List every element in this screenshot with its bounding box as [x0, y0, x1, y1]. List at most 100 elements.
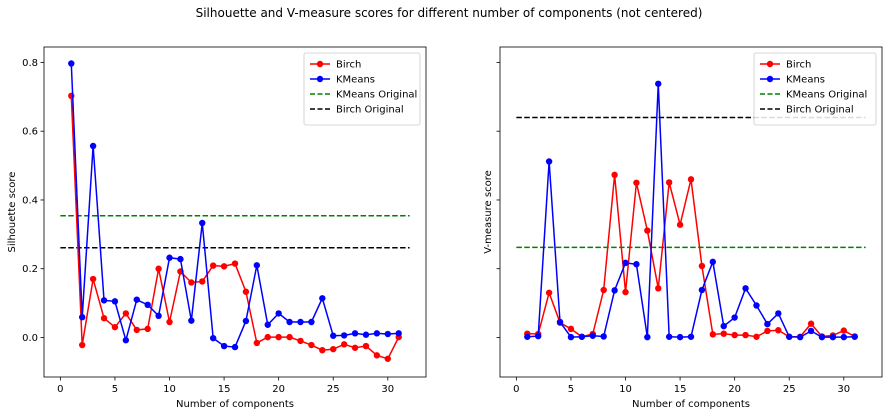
birch-legend-marker [766, 60, 774, 68]
kmeans-data-point [100, 297, 108, 304]
kmeans-data-point [720, 322, 727, 330]
x-tick-label: 5 [112, 384, 118, 395]
birch-data-point [709, 331, 717, 338]
kmeans-data-point [600, 333, 607, 340]
v-measure-plot: 0 5 10 15 20 25 30 Number of components V-measur… [483, 46, 883, 410]
birch-data-point [166, 318, 173, 326]
kmeans-data-point [308, 318, 315, 326]
birch-data-point [687, 176, 695, 183]
birch-data-point [111, 323, 119, 331]
kmeans-data-point [829, 333, 837, 341]
x-tick-label: 25 [783, 384, 796, 395]
kmeans-data-point [242, 317, 250, 325]
kmeans-data-point [395, 330, 402, 337]
birch-original-legend-label: Birch Original [336, 105, 404, 116]
kmeans-data-point [655, 80, 662, 87]
kmeans-data-point [578, 333, 586, 340]
x-tick-label: 15 [218, 384, 231, 395]
kmeans-data-point [166, 254, 173, 261]
birch-data-point [308, 341, 315, 349]
kmeans-data-point [851, 333, 858, 340]
kmeans-data-point [275, 310, 282, 317]
birch-data-point [100, 315, 108, 322]
birch-data-point [742, 331, 749, 339]
kmeans-data-point [144, 301, 151, 309]
birch-data-point [199, 278, 206, 285]
kmeans-data-point [209, 334, 217, 342]
y-tick-label: 0.8 [22, 58, 38, 69]
kmeans-data-point [698, 286, 706, 294]
kmeans-data-point [775, 310, 782, 317]
birch-data-point [384, 355, 391, 362]
silhouette-plot: 0 5 10 15 20 25 30 0.0 0.2 0.4 0.6 0.8 Number of com… [7, 46, 427, 410]
birch-data-point [68, 92, 75, 100]
birch-data-point [545, 289, 553, 296]
birch-data-point [89, 275, 97, 283]
kmeans-data-point [373, 330, 381, 337]
kmeans-data-point [89, 142, 97, 150]
birch-data-point [633, 179, 640, 186]
kmeans-data-point [362, 331, 370, 338]
kmeans-data-point [709, 258, 717, 266]
x-tick-label: 25 [327, 384, 340, 395]
kmeans-data-point [199, 219, 206, 227]
x-tick-label: 15 [674, 384, 687, 395]
kmeans-data-point [687, 333, 695, 340]
birch-data-point [567, 325, 575, 333]
kmeans-data-point [351, 330, 359, 337]
kmeans-data-point [840, 333, 847, 341]
y-tick-label: 0.4 [22, 195, 38, 206]
legend: Birch KMeans KMeans Original Birch Original [753, 52, 877, 126]
x-tick-label: 0 [57, 384, 63, 395]
kmeans-legend-label: KMeans [786, 75, 825, 86]
kmeans-data-point [611, 287, 618, 294]
legend: Birch KMeans KMeans Original Birch Original [303, 52, 421, 126]
kmeans-data-point [786, 333, 793, 340]
birch-data-point [155, 265, 162, 272]
kmeans-data-point [633, 261, 640, 268]
birch-data-point [264, 333, 271, 341]
birch-data-point [731, 331, 738, 339]
kmeans-data-point [818, 333, 826, 341]
legend-box [753, 52, 877, 126]
kmeans-data-point [68, 60, 75, 67]
birch-legend-label: Birch [786, 60, 811, 71]
kmeans-data-point [319, 295, 326, 302]
kmeans-data-point [111, 298, 119, 305]
birch-data-point [286, 333, 293, 341]
kmeans-data-point [177, 255, 184, 263]
x-tick-label: 10 [163, 384, 176, 395]
kmeans-data-point [567, 333, 575, 341]
y-tick-label: 0.6 [22, 127, 38, 138]
birch-data-point [840, 327, 847, 334]
kmeans-data-point [622, 259, 629, 267]
kmeans-data-point [589, 332, 596, 339]
x-axis-label: Number of components [176, 399, 294, 410]
y-tick-label: 0.0 [22, 333, 38, 344]
birch-data-point [764, 327, 771, 335]
birch-data-point [122, 310, 130, 317]
kmeans-original-legend-label: KMeans Original [786, 90, 867, 101]
y-axis-label: Silhouette score [7, 172, 18, 253]
axes-frame [499, 46, 883, 378]
kmeans-data-point [286, 318, 293, 326]
kmeans-data-point [545, 158, 553, 165]
birch-data-point [351, 344, 359, 351]
kmeans-data-point [676, 333, 684, 341]
birch-data-point [253, 339, 261, 347]
x-tick-label: 20 [728, 384, 741, 395]
birch-data-point [775, 327, 782, 334]
birch-data-point [622, 288, 629, 296]
kmeans-data-point [753, 302, 760, 309]
y-axis-label: V-measure score [483, 170, 494, 254]
kmeans-data-point [155, 312, 162, 320]
birch-data-point [133, 326, 140, 334]
birch-data-point [297, 337, 304, 345]
birch-data-point [209, 262, 217, 269]
kmeans-data-point [524, 333, 531, 340]
birch-data-point [330, 345, 337, 353]
kmeans-legend-label: KMeans [336, 75, 375, 86]
x-tick-label: 0 [513, 384, 519, 395]
birch-data-point [242, 288, 250, 295]
